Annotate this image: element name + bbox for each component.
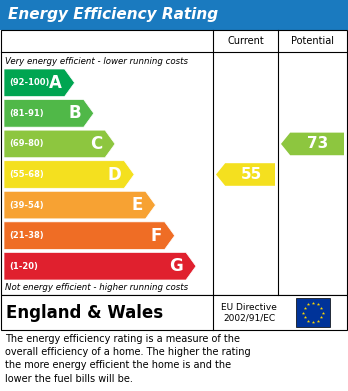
Text: Not energy efficient - higher running costs: Not energy efficient - higher running co… <box>5 283 188 292</box>
Text: (55-68): (55-68) <box>9 170 44 179</box>
Polygon shape <box>4 130 115 158</box>
Text: (92-100): (92-100) <box>9 78 49 87</box>
Text: 55: 55 <box>240 167 262 182</box>
Text: England & Wales: England & Wales <box>6 303 163 321</box>
Text: G: G <box>169 257 183 275</box>
Text: A: A <box>49 74 62 92</box>
Text: Potential: Potential <box>291 36 334 46</box>
Polygon shape <box>216 163 275 186</box>
Bar <box>1 30 347 295</box>
Text: Very energy efficient - lower running costs: Very energy efficient - lower running co… <box>5 57 188 66</box>
Text: B: B <box>68 104 81 122</box>
Polygon shape <box>281 133 344 155</box>
Text: C: C <box>90 135 102 153</box>
Polygon shape <box>4 222 175 249</box>
Text: Current: Current <box>227 36 264 46</box>
Polygon shape <box>4 161 134 188</box>
Bar <box>1 295 347 330</box>
Text: E: E <box>131 196 142 214</box>
Text: (81-91): (81-91) <box>9 109 44 118</box>
Polygon shape <box>4 69 74 97</box>
Polygon shape <box>4 100 94 127</box>
Text: F: F <box>150 227 162 245</box>
Text: (1-20): (1-20) <box>9 262 38 271</box>
Bar <box>0 0 348 30</box>
Text: (39-54): (39-54) <box>9 201 44 210</box>
Text: D: D <box>108 165 121 183</box>
Polygon shape <box>4 191 156 219</box>
Bar <box>296 298 330 327</box>
Text: The energy efficiency rating is a measure of the
overall efficiency of a home. T: The energy efficiency rating is a measur… <box>5 334 251 384</box>
Text: 73: 73 <box>307 136 329 151</box>
Text: Energy Efficiency Rating: Energy Efficiency Rating <box>8 7 218 23</box>
Polygon shape <box>4 253 196 280</box>
Text: (21-38): (21-38) <box>9 231 44 240</box>
Text: (69-80): (69-80) <box>9 140 44 149</box>
Text: EU Directive
2002/91/EC: EU Directive 2002/91/EC <box>221 303 277 322</box>
